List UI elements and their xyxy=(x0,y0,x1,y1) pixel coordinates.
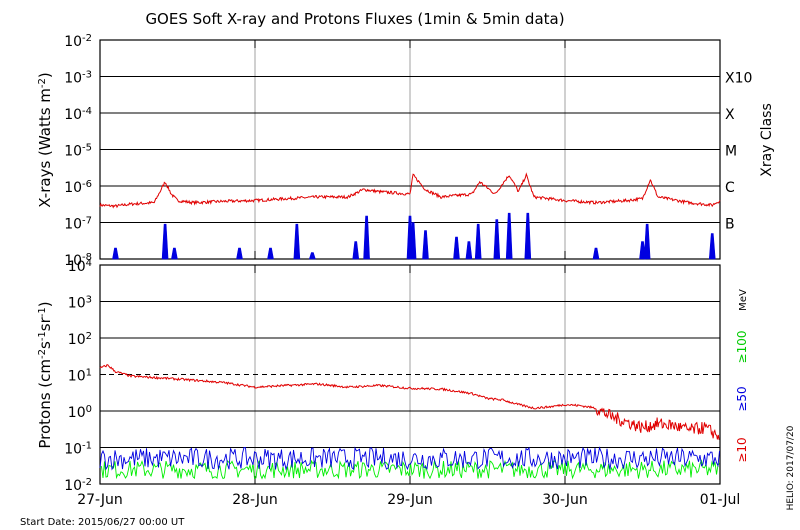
xray-class-label: B xyxy=(725,217,735,233)
xray-short-spike xyxy=(465,241,473,260)
proton-unit-label: MeV xyxy=(738,289,749,311)
xray-short-spike xyxy=(363,215,370,260)
xray-short-spike xyxy=(236,247,243,260)
proton-p50-line xyxy=(99,446,720,471)
proton-ytick-label: 10-2 xyxy=(64,477,92,495)
proton-p10-line xyxy=(99,364,720,440)
proton-ytick-label: 101 xyxy=(68,367,92,385)
xray-ytick-label: 10-4 xyxy=(64,106,92,124)
xray-class-label: C xyxy=(725,180,735,196)
legend-p100: ≥100 xyxy=(735,331,749,364)
proton-ytick-label: 104 xyxy=(68,258,92,276)
xray-short-spike xyxy=(453,236,460,260)
xray-short-spike xyxy=(161,223,169,260)
xray-ytick-label: 10-7 xyxy=(64,215,92,233)
xray-short-spike xyxy=(493,219,501,260)
xtick-label: 01-Jul xyxy=(700,492,741,508)
xray-short-spike xyxy=(112,247,119,260)
xray-short-spike xyxy=(643,223,651,260)
xray-panel: 10-2 10-3 10-4 10-5 10-6 10-7 10-8 X10 X M C B xyxy=(64,33,752,270)
xray-short-spike xyxy=(308,252,316,260)
proton-frame xyxy=(99,264,721,485)
xray-short-spike xyxy=(267,247,274,260)
xray-ytick-label: 10-8 xyxy=(64,252,92,270)
chart-title: GOES Soft X-ray and Protons Fluxes (1min… xyxy=(145,10,564,28)
proton-ytick-label: 102 xyxy=(68,331,92,349)
proton-panel: 104 103 102 101 100 10-1 10-227-Jun 28-Jun 29-Ju… xyxy=(64,258,740,509)
xray-long-line xyxy=(99,172,721,209)
xray-ytick-label: 10-5 xyxy=(64,142,92,160)
proton-p100-line xyxy=(99,459,720,480)
legend-p50: ≥50 xyxy=(735,386,749,411)
xtick-label: 27-Jun xyxy=(77,492,123,508)
proton-ytick-label: 103 xyxy=(68,294,92,312)
proton-axis-label: Protons (cm-2s-1sr-1) xyxy=(36,301,54,448)
proton-ytick-label: 100 xyxy=(68,404,92,422)
xray-class-label: M xyxy=(725,144,737,160)
credit-label: HELIO: 2017/07/20 xyxy=(786,425,796,510)
xray-ytick-label: 10-3 xyxy=(64,69,92,87)
legend-p10: ≥10 xyxy=(735,437,749,462)
xray-short-spike xyxy=(639,241,646,260)
xray-short-spike xyxy=(409,222,417,260)
xray-short-spike xyxy=(708,233,716,260)
xray-ytick-label: 10-6 xyxy=(64,179,92,197)
xray-axis-label-main: X-rays (Watts m xyxy=(36,88,54,208)
xray-short-spike xyxy=(293,223,301,260)
xray-short-spike xyxy=(505,212,513,260)
xray-ytick-label: 10-2 xyxy=(64,33,92,51)
xray-short-spike xyxy=(474,223,482,260)
xtick-label: 30-Jun xyxy=(542,492,588,508)
proton-ytick-label: 10-1 xyxy=(64,440,92,458)
xray-axis-label: X-rays (Watts m-2) xyxy=(36,72,54,207)
xray-class-label: X xyxy=(725,107,735,123)
xray-short-spike xyxy=(422,230,429,260)
xray-short-spike xyxy=(592,247,600,260)
xtick-label: 29-Jun xyxy=(387,492,433,508)
xray-short-spike xyxy=(524,212,532,260)
start-date-label: Start Date: 2015/06/27 00:00 UT xyxy=(20,517,185,528)
xray-short-spike xyxy=(352,241,360,260)
xray-class-axis-label: Xray Class xyxy=(759,103,775,177)
xtick-label: 28-Jun xyxy=(232,492,278,508)
xray-short-spike xyxy=(171,247,178,260)
xray-class-label: X10 xyxy=(725,71,752,87)
